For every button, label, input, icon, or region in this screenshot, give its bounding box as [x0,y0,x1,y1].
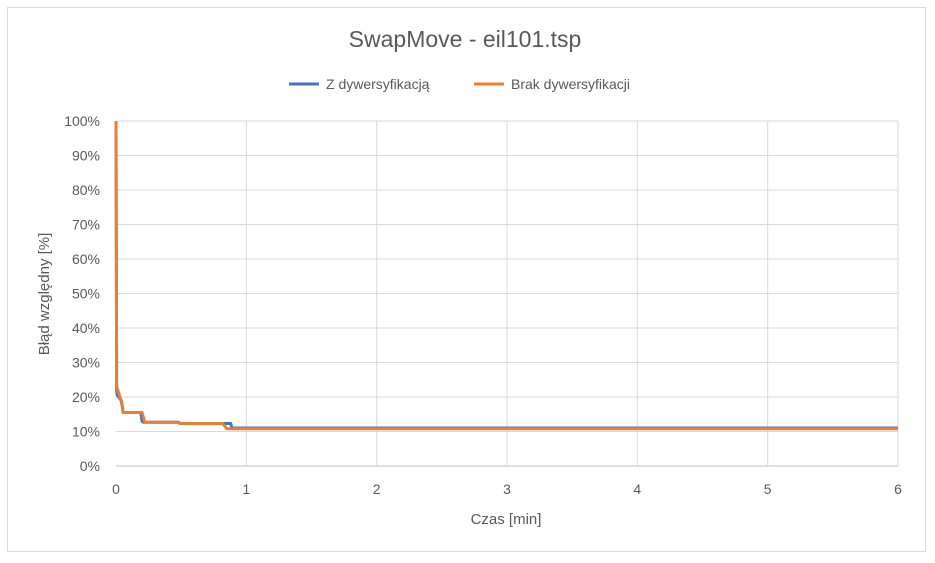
y-tick-label: 20% [72,389,100,405]
x-tick-label: 3 [503,481,511,497]
y-tick-label: 40% [72,320,100,336]
legend-label-z-dywersyfikacja: Z dywersyfikacją [326,76,430,92]
y-tick-label: 70% [72,217,100,233]
y-tick-label: 100% [64,113,100,129]
x-tick-label: 1 [242,481,250,497]
y-tick-label: 50% [72,286,100,302]
y-axis-label: Błąd względny [%] [36,233,53,356]
y-tick-label: 30% [72,355,100,371]
series-lines [114,120,898,431]
y-tick-label: 90% [72,148,100,164]
y-tick-label: 60% [72,251,100,267]
x-axis-ticks: 0 1 2 3 4 5 6 [112,481,902,497]
series-line-0 [114,120,898,430]
x-tick-label: 2 [373,481,381,497]
gridlines [116,120,899,467]
chart-frame [7,7,926,552]
legend: Z dywersyfikacją Brak dywersyfikacji [289,76,630,92]
x-tick-label: 4 [633,481,641,497]
x-tick-label: 6 [894,481,902,497]
x-tick-label: 0 [112,481,120,497]
series-line-1 [114,120,898,431]
chart-title: SwapMove - eil101.tsp [349,26,582,52]
legend-label-brak-dywersyfikacji: Brak dywersyfikacji [511,76,630,92]
y-tick-label: 10% [72,424,100,440]
x-tick-label: 5 [764,481,772,497]
y-tick-label: 0% [80,458,100,474]
x-axis-label: Czas [min] [471,511,542,528]
y-tick-label: 80% [72,182,100,198]
y-axis-ticks: 0% 10% 20% 30% 40% 50% 60% 70% 80% 90% 100% [64,113,100,474]
